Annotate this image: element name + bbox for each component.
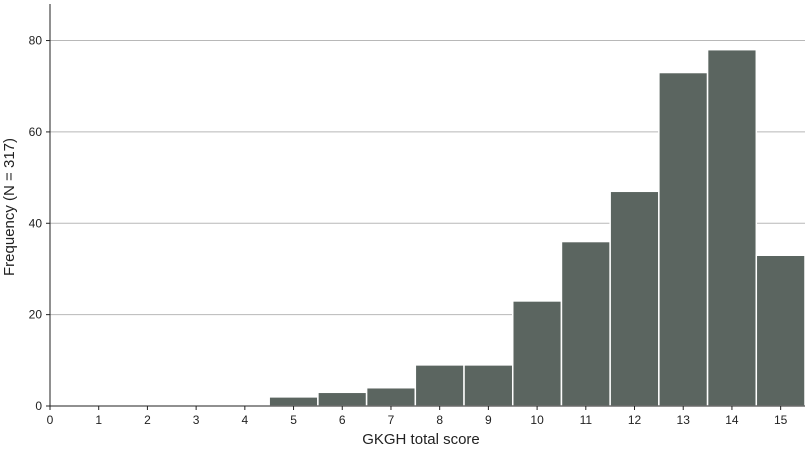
x-tick-label: 15 (774, 413, 788, 427)
x-tick-label: 3 (193, 413, 200, 427)
x-tick-label: 0 (47, 413, 54, 427)
bar-score-14 (706, 48, 758, 407)
bar-score-11 (560, 240, 611, 407)
x-tick-label: 2 (144, 413, 151, 427)
bar-score-15 (755, 254, 806, 407)
x-tick-label: 5 (290, 413, 297, 427)
x-tick-label: 1 (95, 413, 102, 427)
x-tick-label: 6 (339, 413, 346, 427)
x-tick-label: 14 (725, 413, 739, 427)
bars (268, 48, 806, 407)
bar-score-6 (317, 391, 368, 407)
y-tick-label: 80 (29, 34, 43, 48)
x-tick-label: 9 (485, 413, 492, 427)
axes (46, 4, 805, 410)
y-tick-label: 20 (29, 308, 43, 322)
bar-score-5 (268, 396, 319, 407)
y-tick-label: 0 (35, 399, 42, 413)
x-tick-label: 8 (436, 413, 443, 427)
x-tick-label: 13 (677, 413, 691, 427)
bar-score-12 (609, 190, 660, 407)
x-axis-title: GKGH total score (362, 431, 480, 448)
bar-score-8 (414, 364, 465, 407)
x-tick-label: 11 (580, 413, 593, 427)
x-tick-label: 4 (241, 413, 248, 427)
bar-score-13 (658, 71, 709, 407)
y-axis-title: Frequency (N = 317) (1, 138, 18, 276)
y-tick-label: 40 (29, 216, 43, 230)
x-tick-label: 12 (628, 413, 642, 427)
bar-score-10 (511, 300, 563, 407)
y-tick-label: 60 (29, 125, 43, 139)
x-tick-label: 10 (530, 413, 544, 427)
bar-score-9 (463, 364, 514, 407)
x-tick-label: 7 (388, 413, 395, 427)
bar-score-7 (365, 386, 417, 407)
